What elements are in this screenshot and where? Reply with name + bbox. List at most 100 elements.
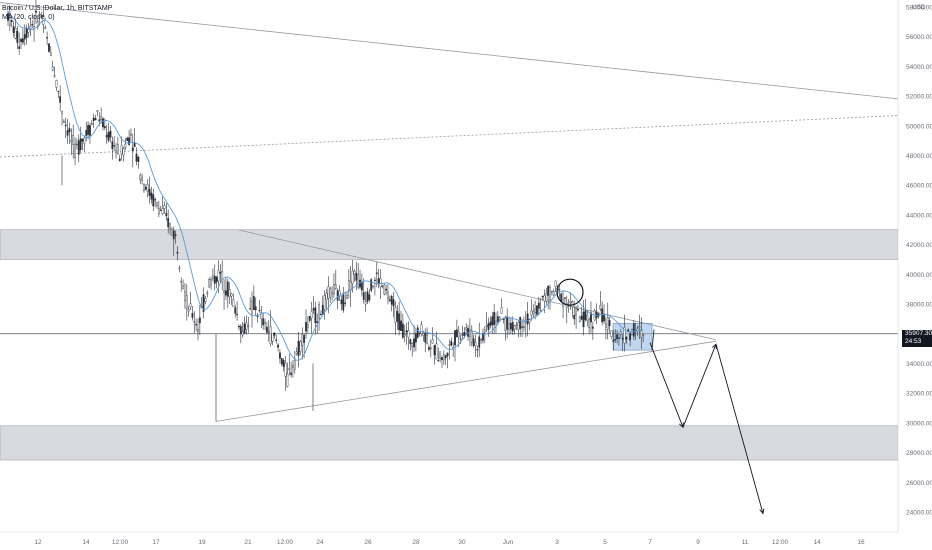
candle-body [519, 316, 522, 329]
candle-body [498, 317, 501, 321]
candle-body [537, 302, 540, 309]
candle-body [191, 313, 194, 318]
candle-body [603, 314, 605, 322]
candle-body [295, 351, 298, 355]
candle-body [180, 281, 183, 283]
candle-body [161, 208, 164, 215]
candle-body [61, 111, 63, 114]
candle-body [103, 126, 106, 129]
candle-body [55, 80, 58, 88]
trendline-3 [0, 2, 901, 100]
candle-body [360, 282, 363, 291]
candle-body [450, 341, 453, 346]
candle-body [379, 278, 382, 288]
candle-body [575, 308, 577, 315]
time-axis-tick: 7 [648, 539, 652, 546]
candle-body [267, 331, 270, 333]
candle-body [573, 315, 576, 320]
candle-body [176, 251, 179, 254]
candle-body [228, 289, 231, 298]
candle-body [385, 288, 388, 291]
candle-body [640, 329, 643, 338]
candle-body [523, 326, 525, 328]
candle-body [31, 24, 34, 26]
candle-body [394, 307, 397, 323]
candle-body [94, 117, 97, 121]
candle-body [331, 292, 333, 295]
candle-body [288, 368, 291, 370]
candle-body [320, 314, 322, 316]
candle-body [461, 334, 464, 336]
candle-body [57, 90, 60, 93]
candle-body [346, 295, 348, 299]
candle-body [221, 270, 224, 281]
time-axis-tick: 19 [198, 539, 206, 546]
candle-body [344, 302, 347, 304]
time-axis-tick: 9 [696, 539, 700, 546]
candle-body [347, 280, 350, 291]
candle-body [25, 27, 28, 38]
candle-body [329, 288, 332, 298]
candle-body [495, 320, 497, 324]
candle-body [157, 207, 160, 215]
candle-body [534, 308, 537, 313]
time-axis-tick: 14 [813, 539, 821, 546]
candle-body [105, 134, 108, 138]
indicator-label[interactable]: MA (20, close, 0) [2, 14, 55, 21]
candle-body [541, 296, 544, 298]
candle-body [64, 124, 67, 127]
candle-body [429, 347, 432, 350]
candle-body [336, 290, 339, 301]
candle-body [89, 125, 91, 136]
time-axis-tick: 28 [412, 539, 420, 546]
candle-body [521, 326, 523, 328]
candle-body [513, 325, 516, 330]
candle-body [504, 317, 507, 331]
candle-body [44, 27, 47, 29]
candle-body [448, 344, 451, 346]
candle-body [273, 332, 276, 336]
candle-body [277, 344, 279, 348]
candle-body [487, 323, 490, 331]
candle-body [342, 294, 345, 311]
candle-body [74, 143, 76, 158]
candle-body [409, 339, 412, 345]
candle-body [208, 279, 211, 288]
candle-body [403, 334, 406, 337]
candle-body [135, 153, 138, 162]
time-axis-tick: 12:00 [277, 539, 294, 546]
time-axis-tick: 26 [364, 539, 372, 546]
candle-body [83, 137, 86, 144]
symbol-title[interactable]: Bitcoin / U.S. Dollar, 1h, BITSTAMP [2, 5, 113, 12]
candle-body [195, 324, 198, 326]
candle-body [14, 28, 17, 39]
candle-body [334, 284, 337, 289]
candle-body [193, 321, 196, 323]
candle-body [351, 270, 354, 284]
candle-body [426, 334, 428, 344]
candle-body [236, 313, 238, 316]
candle-body [118, 158, 121, 161]
candle-body [632, 323, 635, 337]
candle-body [102, 118, 104, 128]
candle-body [444, 355, 447, 359]
candle-body [564, 297, 566, 299]
candle-body [550, 290, 553, 293]
price-axis-tick: 40000.00 [906, 272, 932, 279]
candle-body [554, 280, 557, 288]
candle-body [511, 322, 514, 332]
candle-body [292, 365, 294, 368]
candle-body [143, 184, 145, 191]
candle-body [232, 299, 235, 308]
candle-body [279, 352, 281, 359]
candle-body [211, 275, 214, 279]
candle-body [433, 345, 436, 356]
candle-body [303, 335, 306, 343]
candle-body [254, 306, 257, 311]
candle-body [431, 339, 434, 344]
time-axis-tick: 21 [244, 539, 252, 546]
candle-body [46, 37, 49, 39]
candle-body [204, 298, 207, 302]
